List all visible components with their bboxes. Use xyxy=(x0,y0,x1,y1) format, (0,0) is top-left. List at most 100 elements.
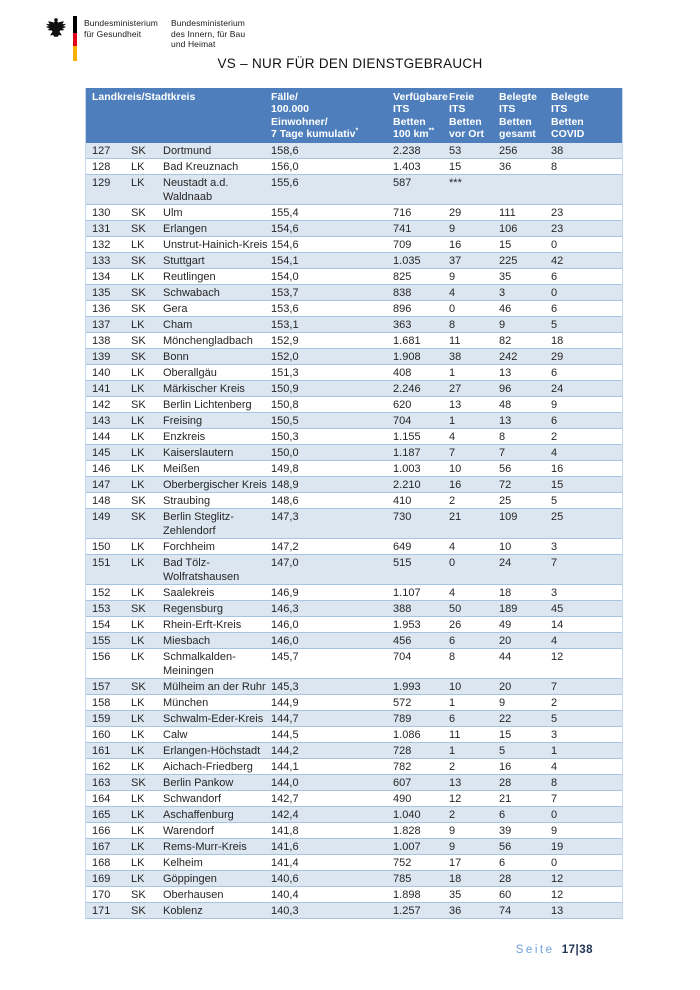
cell-type: SK xyxy=(131,886,163,904)
cell-verfuegbare: 785 xyxy=(393,870,450,888)
table-row: 131 SK Erlangen 154,6 741 9 106 23 xyxy=(86,220,623,238)
cell-covid: 6 xyxy=(551,412,623,430)
cell-rank: 151 xyxy=(86,554,131,586)
cell-name: Schwandorf xyxy=(163,790,272,808)
cell-freie: 4 xyxy=(449,584,500,602)
cell-faelle: 152,9 xyxy=(271,332,394,350)
cell-verfuegbare: 1.908 xyxy=(393,348,450,366)
cell-gesamt: 36 xyxy=(499,158,552,176)
cell-rank: 139 xyxy=(86,348,131,366)
cell-type: LK xyxy=(131,316,163,334)
cell-gesamt: 13 xyxy=(499,364,552,382)
cell-gesamt: 10 xyxy=(499,538,552,556)
cell-gesamt: 18 xyxy=(499,584,552,602)
cell-name: Erlangen-Höchstadt xyxy=(163,742,272,760)
cell-freie: 6 xyxy=(449,710,500,728)
table-row: 160 LK Calw 144,5 1.086 11 15 3 xyxy=(86,726,623,744)
cell-covid: 15 xyxy=(551,476,623,494)
cell-rank: 132 xyxy=(86,236,131,254)
table-row: 155 LK Miesbach 146,0 456 6 20 4 xyxy=(86,632,623,650)
cell-covid: 2 xyxy=(551,694,623,712)
cell-freie: 2 xyxy=(449,806,500,824)
table-row: 137 LK Cham 153,1 363 8 9 5 xyxy=(86,316,623,334)
cell-verfuegbare: 789 xyxy=(393,710,450,728)
cell-covid: 3 xyxy=(551,726,623,744)
cell-type: LK xyxy=(131,822,163,840)
cell-type: LK xyxy=(131,428,163,446)
cell-faelle: 150,0 xyxy=(271,444,394,462)
cell-gesamt: 9 xyxy=(499,316,552,334)
cell-rank: 142 xyxy=(86,396,131,414)
table-row: 129 LK Neustadt a.d. Waldnaab 155,6 587 *** xyxy=(86,174,623,206)
cell-rank: 143 xyxy=(86,412,131,430)
ministry-interior-label: Bundesministerium des Innern, für Bau un… xyxy=(171,18,246,49)
cell-type: LK xyxy=(131,648,163,680)
cell-covid: 18 xyxy=(551,332,623,350)
cell-rank: 141 xyxy=(86,380,131,398)
cell-covid: 14 xyxy=(551,616,623,634)
page-label: Seite xyxy=(515,944,555,956)
cell-freie: 0 xyxy=(449,300,500,318)
table-row: 142 SK Berlin Lichtenberg 150,8 620 13 48 9 xyxy=(86,396,623,414)
cell-covid: 12 xyxy=(551,648,623,680)
cell-type: SK xyxy=(131,678,163,696)
cell-rank: 159 xyxy=(86,710,131,728)
cell-name: Warendorf xyxy=(163,822,272,840)
cell-freie: 4 xyxy=(449,538,500,556)
cell-rank: 158 xyxy=(86,694,131,712)
cell-covid: 13 xyxy=(551,902,623,920)
cell-gesamt: 9 xyxy=(499,694,552,712)
cell-rank: 146 xyxy=(86,460,131,478)
cell-rank: 164 xyxy=(86,790,131,808)
cell-rank: 160 xyxy=(86,726,131,744)
table-row: 166 LK Warendorf 141,8 1.828 9 39 9 xyxy=(86,822,623,840)
cell-gesamt: 82 xyxy=(499,332,552,350)
cell-type: SK xyxy=(131,332,163,350)
cell-type: LK xyxy=(131,616,163,634)
cell-rank: 129 xyxy=(86,174,131,206)
table-row: 144 LK Enzkreis 150,3 1.155 4 8 2 xyxy=(86,428,623,446)
cell-type: LK xyxy=(131,758,163,776)
cell-name: Dortmund xyxy=(163,142,272,160)
table-row: 165 LK Aschaffenburg 142,4 1.040 2 6 0 xyxy=(86,806,623,824)
cell-gesamt: 13 xyxy=(499,412,552,430)
cell-faelle: 144,2 xyxy=(271,742,394,760)
cell-covid: 8 xyxy=(551,774,623,792)
table-row: 169 LK Göppingen 140,6 785 18 28 12 xyxy=(86,870,623,888)
cell-faelle: 148,9 xyxy=(271,476,394,494)
cell-type: SK xyxy=(131,774,163,792)
cell-freie: 15 xyxy=(449,158,500,176)
table-row: 154 LK Rhein-Erft-Kreis 146,0 1.953 26 49 14 xyxy=(86,616,623,634)
cell-type: LK xyxy=(131,460,163,478)
cell-rank: 138 xyxy=(86,332,131,350)
cell-freie: 2 xyxy=(449,492,500,510)
cell-freie: *** xyxy=(449,174,500,206)
cell-rank: 150 xyxy=(86,538,131,556)
table-row: 161 LK Erlangen-Höchstadt 144,2 728 1 5 1 xyxy=(86,742,623,760)
cell-name: Stuttgart xyxy=(163,252,272,270)
cell-type: LK xyxy=(131,694,163,712)
table-row: 151 LK Bad Tölz- Wolfratshausen 147,0 515 0 24… xyxy=(86,554,623,586)
cell-gesamt: 49 xyxy=(499,616,552,634)
cell-type: LK xyxy=(131,790,163,808)
cell-faelle: 148,6 xyxy=(271,492,394,510)
cell-verfuegbare: 2.238 xyxy=(393,142,450,160)
district-table: Landkreis/Stadtkreis Fälle/ 100.000 Einw… xyxy=(86,88,623,920)
cell-rank: 168 xyxy=(86,854,131,872)
cell-faelle: 155,6 xyxy=(271,174,394,206)
cell-faelle: 153,1 xyxy=(271,316,394,334)
cell-verfuegbare: 896 xyxy=(393,300,450,318)
cell-type: LK xyxy=(131,584,163,602)
cell-type: LK xyxy=(131,870,163,888)
cell-freie: 13 xyxy=(449,396,500,414)
table-body: 127 SK Dortmund 158,6 2.238 53 256 38 128 LK Bad K… xyxy=(86,142,623,920)
cell-name: Göppingen xyxy=(163,870,272,888)
cell-verfuegbare: 410 xyxy=(393,492,450,510)
header-landkreis: Landkreis/Stadtkreis xyxy=(86,88,272,144)
cell-covid: 5 xyxy=(551,710,623,728)
cell-type: LK xyxy=(131,554,163,586)
table-row: 171 SK Koblenz 140,3 1.257 36 74 13 xyxy=(86,902,623,920)
cell-verfuegbare: 782 xyxy=(393,758,450,776)
cell-freie: 6 xyxy=(449,632,500,650)
cell-name: Unstrut-Hainich-Kreis xyxy=(163,236,272,254)
